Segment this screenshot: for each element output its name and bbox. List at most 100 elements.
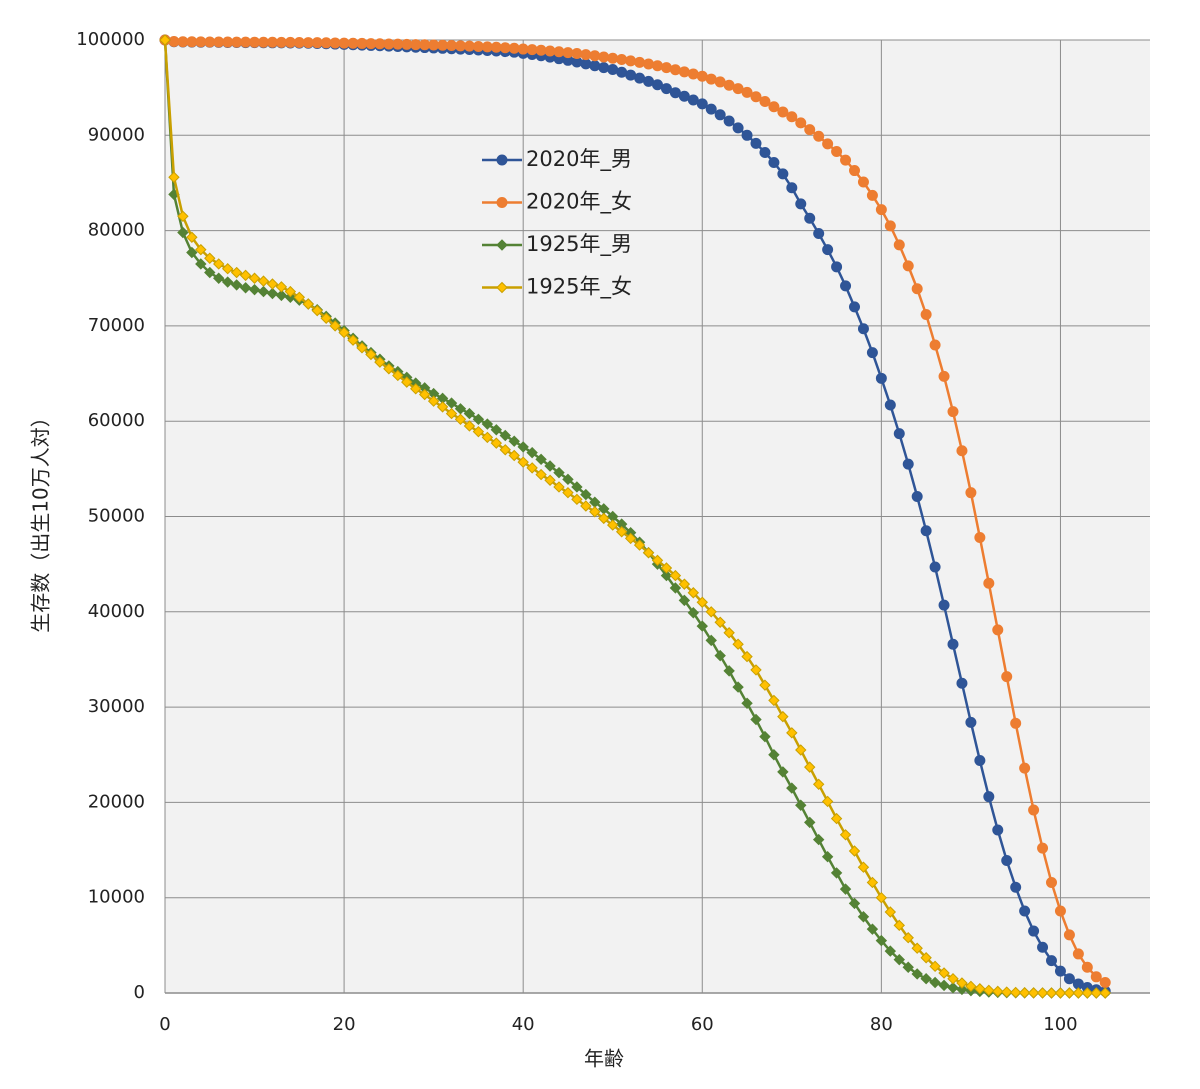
data-point: [849, 165, 860, 177]
data-point: [669, 64, 681, 76]
data-point: [615, 526, 628, 538]
data-point: [634, 56, 646, 68]
data-point: [920, 952, 932, 964]
data-point: [168, 171, 180, 183]
data-point: [687, 68, 699, 80]
data-point: [884, 945, 897, 957]
data-point: [875, 934, 888, 947]
series-line: [163, 39, 1106, 995]
data-point: [849, 301, 860, 313]
data-point: [562, 47, 574, 59]
data-point: [472, 425, 485, 438]
data-point: [848, 897, 861, 910]
data-point: [580, 500, 592, 512]
data-point: [616, 54, 628, 66]
data-point: [463, 407, 476, 420]
data-point: [293, 291, 306, 304]
data-point: [1027, 987, 1040, 999]
data-point: [1054, 905, 1066, 917]
data-point: [221, 263, 234, 275]
data-point: [490, 424, 503, 436]
data-point: [472, 413, 485, 426]
data-point: [625, 55, 637, 67]
data-point: [768, 694, 780, 707]
data-point: [965, 980, 977, 993]
x-tick-label: 80: [870, 1014, 893, 1035]
data-point: [768, 156, 780, 168]
data-point: [992, 624, 1004, 636]
data-point: [884, 220, 896, 232]
data-point: [257, 285, 270, 298]
data-point: [275, 281, 288, 293]
data-point: [830, 867, 843, 879]
data-point: [642, 547, 655, 559]
data-point: [1081, 961, 1093, 973]
data-point: [284, 285, 297, 298]
data-point: [812, 833, 825, 846]
data-point: [652, 60, 663, 72]
data-point: [517, 456, 529, 468]
x-axis-title: 年齢: [584, 1047, 624, 1071]
data-point: [553, 466, 565, 479]
data-point: [795, 198, 807, 210]
data-point: [714, 109, 726, 121]
data-point: [812, 778, 825, 791]
data-point: [804, 816, 816, 829]
data-point: [1063, 929, 1075, 941]
data-point: [884, 399, 896, 411]
x-tick-label: 20: [333, 1014, 356, 1035]
data-point: [392, 369, 404, 382]
legend-marker: [496, 239, 508, 251]
data-point: [526, 462, 538, 474]
data-point: [418, 388, 431, 401]
y-tick-label: 40000: [88, 601, 145, 622]
legend-label: 1925年_女: [526, 275, 632, 300]
data-point: [1054, 965, 1066, 977]
data-point: [481, 418, 494, 430]
data-point: [624, 532, 637, 545]
data-point: [768, 101, 780, 113]
data-point: [499, 429, 511, 442]
data-point: [714, 616, 726, 628]
data-point: [571, 493, 583, 506]
data-point: [893, 239, 905, 251]
data-point: [195, 258, 207, 270]
data-point: [669, 582, 682, 594]
data-point: [1010, 717, 1022, 729]
data-point: [839, 829, 852, 841]
data-point: [741, 650, 753, 663]
data-point: [338, 326, 350, 339]
data-point: [902, 260, 914, 272]
y-tick-label: 20000: [88, 791, 145, 812]
y-tick-label: 80000: [88, 220, 145, 241]
data-point: [983, 577, 995, 589]
data-point: [929, 339, 941, 351]
data-point: [1001, 855, 1013, 867]
data-point: [777, 710, 789, 723]
data-point: [875, 372, 887, 384]
data-point: [848, 845, 861, 857]
data-point: [607, 519, 619, 531]
data-point: [1018, 987, 1031, 999]
data-point: [947, 638, 959, 650]
data-point: [974, 754, 986, 766]
data-point: [230, 266, 243, 279]
y-tick-label: 60000: [88, 410, 145, 431]
data-point: [1090, 987, 1102, 999]
x-tick-label: 60: [691, 1014, 714, 1035]
data-point: [633, 539, 646, 551]
data-point: [821, 795, 834, 808]
data-point: [248, 283, 261, 296]
y-tick-label: 70000: [88, 315, 145, 336]
data-point: [911, 283, 923, 295]
data-point: [974, 983, 986, 995]
data-point: [911, 942, 923, 954]
data-point: [347, 334, 359, 346]
data-point: [741, 129, 753, 141]
data-point: [598, 512, 610, 525]
data-point: [750, 664, 762, 676]
data-point: [902, 932, 914, 944]
data-point: [857, 861, 870, 873]
data-point: [839, 883, 852, 895]
data-point: [1063, 973, 1075, 985]
